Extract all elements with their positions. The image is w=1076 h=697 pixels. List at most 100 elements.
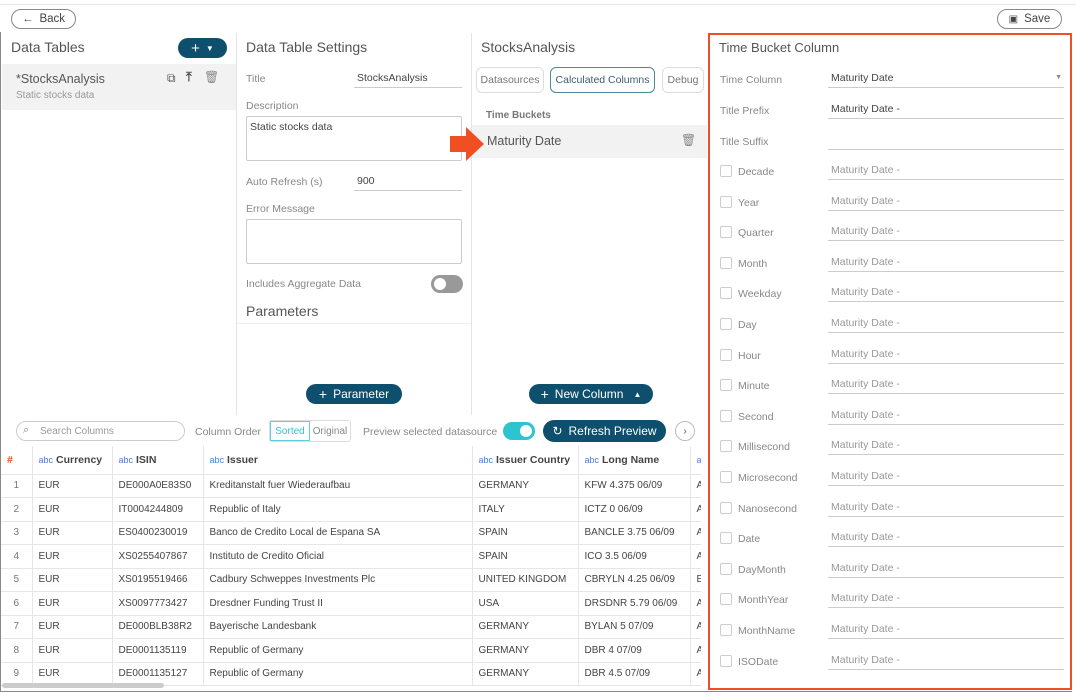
table-cell: UNITED KINGDOM [472,568,579,592]
checkbox[interactable] [720,318,732,330]
save-button[interactable]: ▣ Save [997,9,1062,29]
bucket-label: Month [738,257,768,270]
time-column-select[interactable]: Maturity Date ▼ [828,70,1064,88]
auto-refresh-input[interactable]: 900 [354,173,462,191]
checkbox[interactable] [720,501,732,514]
checkbox[interactable] [720,287,732,300]
bucket-title-input[interactable]: Maturity Date - [828,499,1064,517]
bucket-title-input[interactable]: Maturity Date - [828,376,1064,395]
bucket-title-input[interactable]: Maturity Date - [828,284,1064,303]
search-columns-input[interactable]: ⌕ Search Columns [16,421,185,441]
column-header[interactable]: abc Issuer [203,446,473,475]
table-cell: A [690,497,701,522]
copy-icon[interactable]: ⧉ [167,71,176,85]
table-cell: Kreditanstalt fuer Wiederaufbau [203,474,473,498]
title-input[interactable]: StocksAnalysis [354,70,462,88]
bucket-row-microsecond: Microsecond Maturity Date - [720,466,1064,490]
checkbox[interactable] [720,195,732,208]
checkbox[interactable] [720,471,732,483]
bucket-label: MonthYear [738,594,789,607]
add-parameter-button[interactable]: + Parameter [306,384,402,404]
trash-icon[interactable]: 🗑 [681,133,697,147]
bucket-label: DayMonth [738,563,786,576]
bucket-row-date: Date Maturity Date - [720,527,1064,551]
bucket-title-input[interactable]: Maturity Date - [828,346,1064,364]
string-type-icon: abc [584,454,600,465]
title-suffix-input[interactable] [828,132,1064,150]
checkbox[interactable] [720,348,732,361]
checkbox[interactable] [720,562,732,575]
bucket-label: Weekday [738,288,782,301]
data-tables-title: Data Tables [11,39,85,55]
refresh-preview-button[interactable]: ↻ Refresh Preview [543,420,666,442]
title-prefix-input[interactable]: Maturity Date - [828,101,1064,119]
tab-debug[interactable]: Debug [662,67,704,93]
table-cell: Instituto de Credito Oficial [203,544,473,569]
trash-icon[interactable]: 🗑 [204,70,220,84]
original-option[interactable]: Original [312,425,348,437]
new-column-button[interactable]: + New Column ▲ [529,384,653,404]
sorted-option[interactable]: Sorted [270,421,310,441]
column-header[interactable]: abc ISIN [112,446,204,475]
bucket-title-input[interactable]: Maturity Date - [828,254,1064,272]
tab-calculated-columns[interactable]: Calculated Columns [550,67,655,93]
description-textarea[interactable]: Static stocks data [246,116,462,161]
column-header[interactable]: abc Long Name [578,446,691,475]
bucket-title-input[interactable]: Maturity Date - [828,652,1064,670]
checkbox[interactable] [720,256,732,269]
bucket-title-input[interactable]: Maturity Date - [828,529,1064,548]
bucket-title-input[interactable]: Maturity Date - [828,407,1064,425]
tab-datasources[interactable]: Datasources [476,67,544,93]
chevron-right-icon[interactable]: › [675,421,695,441]
table-cell: Cadbury Schweppes Investments Plc [203,568,473,592]
table-row: 6 EUR XS0097773427 Dresdner Funding Trust I… [1,591,701,616]
checkbox[interactable] [720,409,732,422]
bucket-title-input[interactable]: Maturity Date - [828,223,1064,242]
horizontal-scrollbar[interactable] [2,683,164,688]
bucket-title-input[interactable]: Maturity Date - [828,437,1064,456]
bucket-row-decade: Decade Maturity Date - [720,160,1064,184]
table-cell: Dresdner Funding Trust II [203,591,473,616]
bucket-title-input[interactable]: Maturity Date - [828,162,1064,180]
column-header[interactable]: abc Issuer Country [472,446,579,475]
checkbox[interactable] [720,440,732,453]
error-message-textarea[interactable] [246,219,462,264]
data-table-item[interactable]: *StocksAnalysis Static stocks data ⧉ ⤒ 🗑 [2,64,236,110]
add-data-table-button[interactable]: + ▼ [178,38,227,58]
checkbox[interactable] [720,624,732,636]
checkbox[interactable] [720,379,732,392]
table-cell: CBRYLN 4.25 06/09 [578,568,691,592]
aggregate-toggle[interactable] [431,275,463,293]
bucket-title-input[interactable]: Maturity Date - [828,193,1064,211]
bucket-title-input[interactable]: Maturity Date - [828,560,1064,578]
bucket-title-input[interactable]: Maturity Date - [828,621,1064,639]
checkbox[interactable] [720,165,732,177]
table-cell: DE0001135119 [112,638,204,663]
table-cell: Banco de Credito Local de Espana SA [203,521,473,545]
bucket-title-input[interactable]: Maturity Date - [828,315,1064,333]
back-button[interactable]: ← Back [11,9,76,29]
checkbox[interactable] [720,654,732,667]
table-cell: Bayerische Landesbank [203,615,473,639]
checkbox[interactable] [720,593,732,606]
bucket-title-input[interactable]: Maturity Date - [828,468,1064,486]
column-header[interactable]: abc [690,446,701,475]
table-cell: ES0400230019 [112,521,204,545]
divider [236,33,237,415]
checkbox[interactable] [720,532,732,545]
bucket-row-daymonth: DayMonth Maturity Date - [720,558,1064,582]
preview-datasource-toggle[interactable] [503,422,535,440]
table-cell: ITALY [472,497,579,522]
column-header[interactable]: # [1,446,33,475]
column-order-label: Column Order [195,426,261,438]
bucket-row-hour: Hour Maturity Date - [720,344,1064,368]
column-header[interactable]: abc Currency [32,446,113,475]
column-order-toggle: Sorted Original [269,420,351,442]
time-bucket-item[interactable]: Maturity Date 🗑 [472,125,707,158]
plus-icon: + [191,39,200,57]
bucket-title-input[interactable]: Maturity Date - [828,590,1064,609]
table-cell: XS0255407867 [112,544,204,569]
bucket-row-day: Day Maturity Date - [720,313,1064,337]
upload-icon[interactable]: ⤒ [186,69,192,84]
checkbox[interactable] [720,226,732,239]
